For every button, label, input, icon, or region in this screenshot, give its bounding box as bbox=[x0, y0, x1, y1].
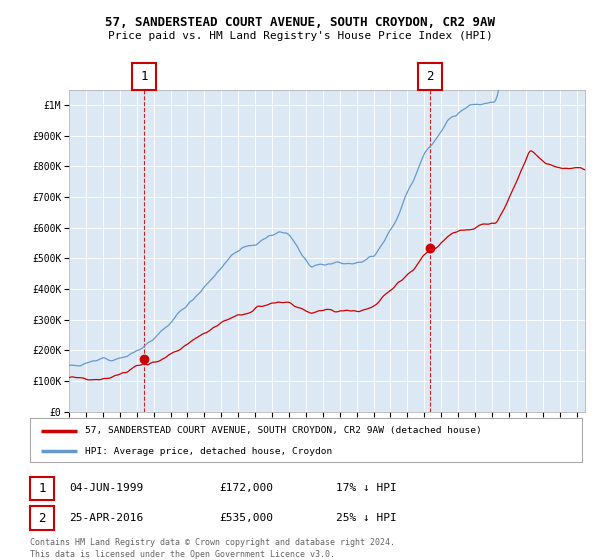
Text: 2: 2 bbox=[38, 511, 46, 525]
Text: £172,000: £172,000 bbox=[219, 483, 273, 493]
Text: 2: 2 bbox=[426, 69, 433, 83]
Text: 17% ↓ HPI: 17% ↓ HPI bbox=[336, 483, 397, 493]
Text: 04-JUN-1999: 04-JUN-1999 bbox=[69, 483, 143, 493]
Text: 57, SANDERSTEAD COURT AVENUE, SOUTH CROYDON, CR2 9AW (detached house): 57, SANDERSTEAD COURT AVENUE, SOUTH CROY… bbox=[85, 426, 482, 435]
Text: This data is licensed under the Open Government Licence v3.0.: This data is licensed under the Open Gov… bbox=[30, 550, 335, 559]
Text: 25-APR-2016: 25-APR-2016 bbox=[69, 513, 143, 523]
Text: HPI: Average price, detached house, Croydon: HPI: Average price, detached house, Croy… bbox=[85, 446, 332, 456]
Text: 25% ↓ HPI: 25% ↓ HPI bbox=[336, 513, 397, 523]
Text: Contains HM Land Registry data © Crown copyright and database right 2024.: Contains HM Land Registry data © Crown c… bbox=[30, 538, 395, 547]
Text: 57, SANDERSTEAD COURT AVENUE, SOUTH CROYDON, CR2 9AW: 57, SANDERSTEAD COURT AVENUE, SOUTH CROY… bbox=[105, 16, 495, 29]
Text: 1: 1 bbox=[38, 482, 46, 495]
Text: £535,000: £535,000 bbox=[219, 513, 273, 523]
Text: Price paid vs. HM Land Registry's House Price Index (HPI): Price paid vs. HM Land Registry's House … bbox=[107, 31, 493, 41]
Text: 1: 1 bbox=[140, 69, 148, 83]
